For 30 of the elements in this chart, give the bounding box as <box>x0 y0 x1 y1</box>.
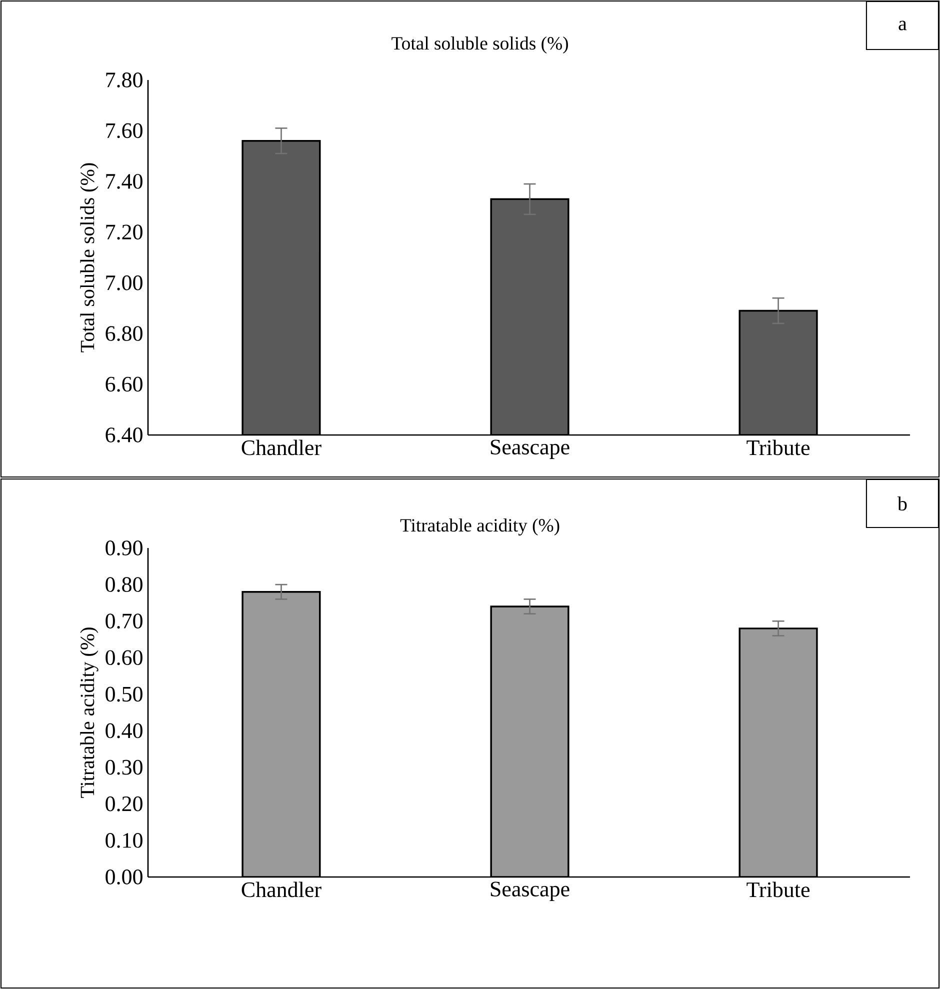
y-tick-label: 6.80 <box>106 326 142 342</box>
y-tick-label: 0.70 <box>106 614 142 629</box>
y-axis-title: Total soluble solids (%) <box>80 163 98 352</box>
y-tick-label: 7.40 <box>106 174 142 189</box>
y-tick-label: 0.40 <box>106 723 142 738</box>
x-tick-label: Chandler <box>242 882 322 898</box>
y-tick-label: 7.20 <box>106 224 142 240</box>
y-tick-label: 7.60 <box>106 123 142 138</box>
y-tick-label: 7.80 <box>106 72 142 88</box>
x-tick-label: Seascape <box>490 882 570 901</box>
y-tick-label: 0.50 <box>106 686 142 702</box>
y-tick-label: 0.60 <box>106 650 142 666</box>
y-tick-label: 0.80 <box>106 577 142 592</box>
chart-title: Titratable acidity (%) <box>400 518 560 536</box>
x-tick-label: Tribute <box>746 440 810 456</box>
y-tick-label: 0.90 <box>106 540 142 556</box>
y-tick-label: 0.20 <box>106 796 142 812</box>
y-tick-label: 0.30 <box>106 760 142 775</box>
x-tick-label: Seascape <box>490 440 570 459</box>
chart-title: Total soluble solids (%) <box>392 36 568 54</box>
y-tick-label: 0.10 <box>106 832 142 848</box>
text: a <box>898 20 907 30</box>
y-tick-label: 7.00 <box>106 275 142 290</box>
y-tick-label: 0.00 <box>106 870 142 884</box>
y-tick-label: 6.60 <box>106 376 142 392</box>
y-tick-label: 6.40 <box>106 428 142 442</box>
y-axis-title: Titratable acidity (%) <box>80 628 98 798</box>
x-tick-label: Chandler <box>242 440 322 456</box>
text: b <box>897 496 907 511</box>
x-tick-label: Tribute <box>746 882 810 898</box>
